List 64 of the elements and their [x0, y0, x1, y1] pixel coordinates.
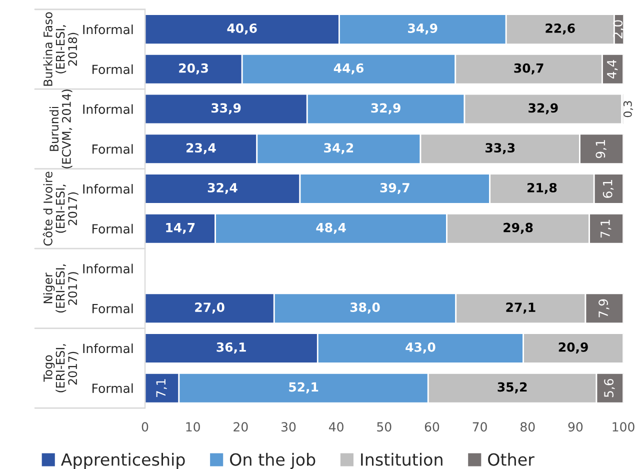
- text: Burkina Faso (ERI-ESI, 2018): [43, 12, 78, 86]
- text: Côte d Ivoire (ERI-ESI, 2017): [42, 172, 78, 246]
- data-label: 7,9: [598, 299, 610, 318]
- data-label: 21,8: [528, 182, 557, 194]
- y-tick-label: Formal: [92, 304, 133, 314]
- y-tick-label: Informal: [83, 343, 133, 354]
- x-tick-label: 90: [568, 422, 583, 432]
- data-label: 38,0: [350, 302, 380, 314]
- x-tick-label: 70: [472, 422, 487, 432]
- data-label: 20,9: [558, 342, 588, 354]
- x-tick-label: 30: [281, 422, 296, 432]
- legend-label: Apprenticeship: [60, 452, 185, 469]
- y-tick-label: Informal: [83, 184, 133, 194]
- data-label: 9,1: [596, 140, 606, 158]
- y-tick-label: Informal: [83, 264, 133, 274]
- x-tick-label: 80: [520, 422, 535, 432]
- y-tick-label: Formal: [92, 383, 133, 394]
- data-label: 30,7: [514, 63, 544, 74]
- text: Togo (ERI-ESI, 2017): [44, 344, 78, 392]
- data-label: 33,9: [211, 103, 241, 114]
- data-label: 52,1: [289, 382, 318, 394]
- data-label: 43,0: [406, 342, 436, 354]
- legend-label: Other: [488, 452, 534, 466]
- data-label: 6,1: [602, 180, 614, 198]
- x-tick-label: 60: [424, 422, 440, 432]
- data-label: 7,1: [600, 220, 612, 238]
- data-label: 22,6: [546, 23, 575, 35]
- data-label: 23,4: [186, 143, 216, 154]
- y-tick-label: Formal: [92, 144, 133, 154]
- y-tick-label: Informal: [83, 24, 133, 34]
- data-label: 34,9: [408, 23, 438, 35]
- y-tick-label: Formal: [92, 64, 133, 74]
- data-label: 39,7: [380, 182, 410, 194]
- x-tick-label: 100: [612, 422, 634, 432]
- data-label: 27,1: [506, 302, 536, 314]
- data-label: 29,8: [504, 222, 533, 234]
- data-label: 44,6: [334, 63, 364, 74]
- data-label: 27,0: [195, 302, 224, 314]
- x-tick-label: 40: [328, 422, 344, 432]
- x-tick-label: 10: [186, 422, 200, 432]
- data-label: 34,2: [324, 143, 354, 154]
- legend-label: Institution: [361, 452, 442, 466]
- data-label: 35,2: [498, 382, 527, 394]
- data-label: 4,4: [607, 60, 618, 79]
- data-label: 48,4: [316, 222, 346, 234]
- data-label: 32,9: [528, 103, 558, 114]
- data-label: 20,3: [179, 63, 208, 74]
- data-label: 40,6: [227, 23, 257, 35]
- y-tick-label: Formal: [92, 224, 133, 234]
- data-label: 32,4: [208, 182, 238, 194]
- legend-label: On the job: [230, 452, 316, 469]
- data-label: 14,7: [166, 222, 195, 234]
- data-label: 33,3: [486, 143, 515, 154]
- data-label: 7,1: [156, 379, 167, 398]
- text: Burundi (ECVM, 2014): [49, 90, 72, 168]
- data-label: 5,6: [604, 378, 615, 398]
- x-tick-label: 0: [142, 422, 148, 432]
- data-label: 36,1: [216, 342, 246, 354]
- x-tick-label: 50: [377, 422, 392, 432]
- x-tick-label: 20: [234, 422, 248, 432]
- data-label: 32,9: [371, 103, 400, 114]
- y-tick-label: Informal: [83, 104, 133, 114]
- text: Niger (ERI-ESI, 2017): [43, 264, 78, 313]
- data-label: 0,3: [623, 101, 634, 118]
